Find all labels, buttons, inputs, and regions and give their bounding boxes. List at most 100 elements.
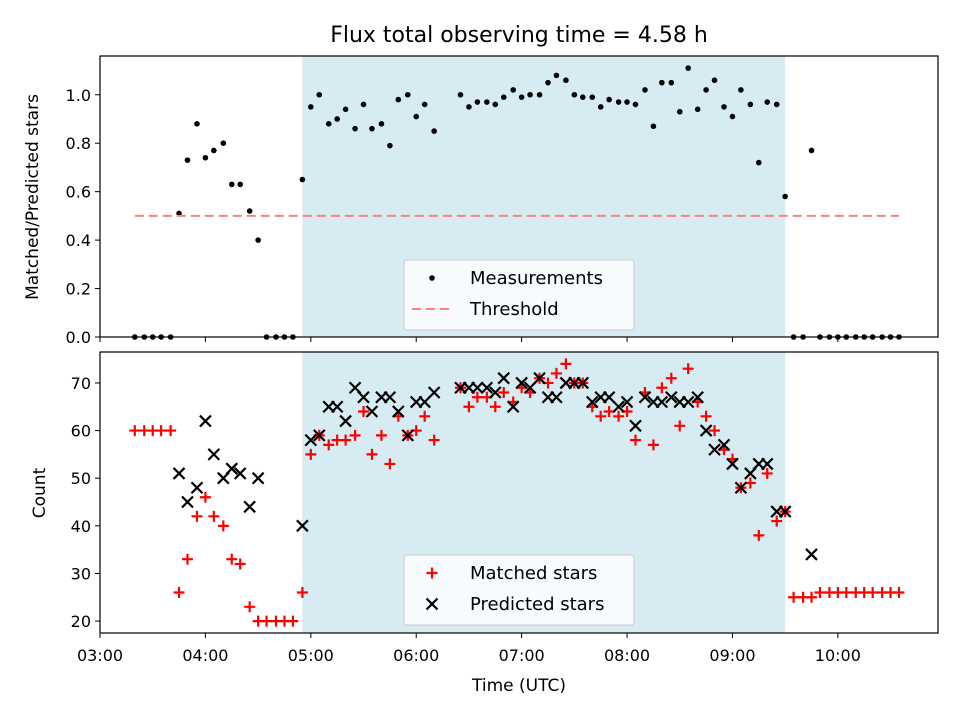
bottom-predicted-stars-point (480, 381, 494, 394)
bottom-matched-stars-point (682, 363, 694, 375)
top-y-tick-label: 0.8 (66, 134, 91, 153)
bottom-axes-frame (99, 351, 939, 634)
bottom-predicted-stars-point (497, 371, 510, 385)
top-legend-marker-dot (429, 275, 435, 281)
top-measurements-point (299, 176, 306, 183)
top-measurements-point (711, 77, 718, 84)
bottom-matched-stars-point (217, 520, 229, 532)
bottom-y-axis-label: Count (30, 467, 50, 518)
top-y-tick-label: 0.2 (66, 280, 91, 299)
bottom-matched-stars-point (244, 601, 256, 613)
bottom-matched-stars-point (629, 434, 641, 446)
bottom-matched-stars-point (261, 615, 273, 627)
bottom-predicted-stars-point (585, 395, 599, 409)
bottom-matched-stars-point (489, 401, 501, 413)
top-measurements-point (624, 99, 630, 105)
bottom-matched-stars-point (471, 391, 483, 403)
bottom-matched-stars-point (665, 372, 677, 384)
top-panel: 0.0 0.2 0.4 0.6 0.8 1.0 Measurements Threshold (66, 55, 939, 347)
top-measurements-point (527, 91, 533, 98)
bottom-predicted-stars-point (172, 467, 186, 480)
bottom-y-tick-label: 30 (71, 564, 91, 583)
bottom-y-tick-label: 60 (71, 422, 91, 441)
top-measurements-point (606, 96, 612, 103)
bottom-predicted-stars-point (243, 500, 256, 514)
top-measurements-point (642, 87, 648, 93)
bottom-matched-stars-point (208, 510, 220, 522)
bottom-predicted-stars-point (576, 376, 590, 390)
top-measurements-point (492, 101, 499, 108)
top-measurements-point (369, 125, 375, 132)
bottom-legend: Matched stars Predicted stars (403, 554, 635, 626)
top-measurements-point (395, 96, 402, 103)
bottom-matched-stars-point (296, 587, 308, 599)
bottom-matched-stars-point (761, 467, 773, 479)
top-measurements-point (756, 159, 762, 166)
bottom-matched-stars-point (305, 448, 317, 460)
bottom-predicted-stars-point (181, 495, 194, 509)
top-y-axis-label: Matched/Predicted stars (23, 94, 43, 300)
top-legend-label: Threshold (469, 299, 559, 320)
top-measurements-point (316, 91, 323, 98)
bottom-predicted-stars-point (612, 400, 625, 414)
bottom-predicted-stars-point (506, 400, 520, 414)
bottom-matched-stars-point (753, 529, 765, 541)
bottom-matched-stars-point (234, 558, 246, 570)
bottom-matched-stars-point (323, 439, 335, 451)
bottom-predicted-stars-point (330, 400, 344, 414)
bottom-predicted-stars-point (717, 438, 731, 452)
bottom-predicted-stars-point (726, 457, 739, 471)
top-measurements-point (747, 101, 754, 108)
top-y-tick-label: 0.4 (66, 231, 91, 250)
top-measurements-point (563, 77, 569, 84)
bottom-matched-stars-point (893, 587, 905, 599)
bottom-panel: 20 30 40 50 60 70 03:00 04:00 05:00 06:00 07:00 08:… (71, 351, 939, 665)
top-measurements-point (703, 87, 709, 93)
bottom-predicted-stars-point (691, 390, 704, 404)
top-measurements-point (536, 91, 543, 98)
bottom-matched-stars-point (366, 448, 378, 460)
bottom-y-tick-label: 50 (71, 469, 91, 488)
bottom-x-tick-label: 06:00 (393, 646, 439, 665)
top-y-tick-label: 1.0 (66, 86, 91, 105)
top-measurements-point (474, 99, 481, 105)
top-axes-frame (99, 55, 939, 338)
bottom-matched-stars-point (595, 410, 607, 422)
top-measurements-point (597, 104, 604, 110)
bottom-matched-stars-point (384, 458, 396, 470)
top-measurements-point (579, 94, 586, 100)
bottom-predicted-stars-point (471, 381, 484, 394)
bottom-matched-stars-point (498, 386, 510, 398)
bottom-matched-stars-point (191, 510, 203, 522)
top-y-tick-label: 0.6 (66, 183, 91, 202)
bottom-predicted-stars-point (312, 429, 326, 442)
top-measurements-point (325, 121, 332, 127)
bottom-matched-stars-point (656, 382, 668, 394)
top-measurements-point (764, 99, 771, 105)
top-measurements-point (729, 113, 736, 120)
bottom-matched-stars-point (840, 587, 852, 599)
bottom-matched-stars-point (700, 410, 712, 422)
top-measurements-point (500, 94, 507, 100)
top-measurements-point (694, 106, 701, 113)
bottom-matched-stars-point (358, 406, 370, 418)
bottom-matched-stars-point (771, 515, 783, 527)
top-measurements-point (466, 104, 472, 110)
top-legend-box (403, 259, 635, 331)
bottom-predicted-stars-point (638, 390, 652, 404)
bottom-legend-label: Predicted stars (470, 594, 604, 615)
bottom-predicted-stars-point (523, 381, 537, 394)
bottom-matched-stars-point (647, 439, 659, 451)
bottom-predicted-stars-point (225, 462, 239, 475)
top-measurements-point (421, 101, 428, 108)
bottom-predicted-stars-point (533, 371, 546, 385)
bottom-predicted-stars-point (296, 519, 309, 533)
bottom-matched-stars-point (867, 587, 879, 599)
bottom-predicted-stars-point (357, 390, 370, 404)
bottom-predicted-stars-point (190, 481, 204, 495)
bottom-matched-stars-point (709, 425, 721, 437)
bottom-matched-stars-point (674, 420, 686, 432)
top-measurements-point (334, 116, 340, 122)
bottom-predicted-stars-point (734, 481, 748, 495)
bottom-matched-stars-point (155, 425, 167, 437)
